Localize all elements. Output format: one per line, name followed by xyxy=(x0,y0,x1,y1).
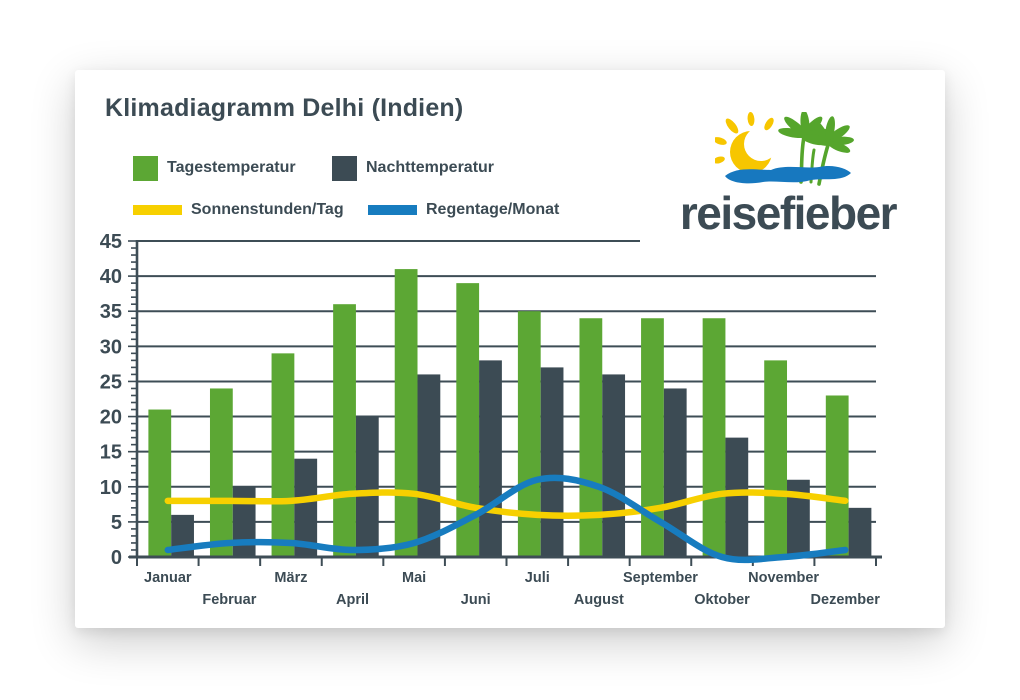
y-axis-label-5: 5 xyxy=(111,512,122,534)
climate-card: Klimadiagramm Delhi (Indien) Tagestemper… xyxy=(75,70,945,628)
y-axis-label-10: 10 xyxy=(100,477,122,499)
legend-item-sonnenstunden: Sonnenstunden/Tag xyxy=(133,197,344,223)
bar-nachttemperatur-november xyxy=(787,479,810,557)
x-axis-label-juni: Juni xyxy=(461,592,491,608)
x-axis-label-september: September xyxy=(623,570,698,586)
bar-tagestemperatur-juli xyxy=(517,311,541,557)
x-axis-label-februar: Februar xyxy=(202,592,256,608)
x-axis-label-märz: März xyxy=(274,570,307,586)
y-axis-label-35: 35 xyxy=(100,301,122,323)
x-axis-label-april: April xyxy=(336,592,369,608)
bar-tagestemperatur-dezember xyxy=(825,395,849,557)
bar-nachttemperatur-juni xyxy=(479,360,502,557)
bar-tagestemperatur-februar xyxy=(209,388,233,557)
legend-label: Sonnenstunden/Tag xyxy=(191,201,344,218)
chart-title: Klimadiagramm Delhi (Indien) xyxy=(105,94,464,122)
x-axis-label-dezember: Dezember xyxy=(811,592,881,608)
legend-label: Regentage/Monat xyxy=(426,201,560,218)
x-axis-label-oktober: Oktober xyxy=(694,592,750,608)
x-axis-label-august: August xyxy=(574,592,624,608)
x-axis-label-mai: Mai xyxy=(402,570,426,586)
bar-nachttemperatur-dezember xyxy=(848,507,872,557)
bar-tagestemperatur-april xyxy=(333,304,356,557)
bar-tagestemperatur-juni xyxy=(456,283,480,557)
x-axis-label-juli: Juli xyxy=(525,570,550,586)
logo-wordmark: reisefieber xyxy=(679,187,898,239)
bar-tagestemperatur-januar xyxy=(148,409,172,557)
tagestemperatur-swatch xyxy=(133,155,158,181)
bar-nachttemperatur-mai xyxy=(417,374,441,557)
bar-tagestemperatur-november xyxy=(764,360,788,557)
nachttemperatur-swatch xyxy=(332,155,357,181)
x-axis-label-januar: Januar xyxy=(144,570,192,586)
y-axis-label-45: 45 xyxy=(100,231,122,253)
legend-item-tagestemperatur: Tagestemperatur xyxy=(133,155,296,181)
sonnenstunden-swatch xyxy=(133,205,182,215)
bar-nachttemperatur-oktober xyxy=(725,437,749,557)
reisefieber-logo: reisefieber xyxy=(653,110,923,240)
y-axis-label-20: 20 xyxy=(100,407,122,429)
climate-chart: 0 5 10 15 20 25 30 35 40 45 Januar Februar März April… xyxy=(100,231,882,608)
line-regentage-monat xyxy=(164,474,849,564)
bar-nachttemperatur-februar xyxy=(232,486,256,557)
bar-tagestemperatur-märz xyxy=(271,353,295,557)
bar-nachttemperatur-juli xyxy=(540,367,564,557)
y-axis-label-25: 25 xyxy=(100,371,122,393)
legend-label: Tagestemperatur xyxy=(167,159,296,176)
bar-nachttemperatur-september xyxy=(663,388,687,557)
bar-tagestemperatur-mai xyxy=(394,269,418,557)
legend-item-nachttemperatur: Nachttemperatur xyxy=(332,155,494,181)
y-axis-label-40: 40 xyxy=(100,266,122,288)
y-axis-label-30: 30 xyxy=(100,336,122,358)
line-sonnenstunden-tag xyxy=(164,489,849,519)
y-axis-label-15: 15 xyxy=(100,442,122,464)
legend-item-regentage: Regentage/Monat xyxy=(368,197,559,223)
bar-nachttemperatur-april xyxy=(355,416,379,557)
logo-sun-palms-icon xyxy=(715,112,854,186)
bar-tagestemperatur-oktober xyxy=(702,318,726,557)
bar-tagestemperatur-september xyxy=(641,318,664,557)
bar-tagestemperatur-august xyxy=(579,318,603,557)
x-axis-label-november: November xyxy=(748,570,819,586)
bar-nachttemperatur-märz xyxy=(294,458,318,557)
legend-label: Nachttemperatur xyxy=(366,159,495,176)
bar-nachttemperatur-august xyxy=(602,374,626,557)
y-axis-label-0: 0 xyxy=(111,547,122,569)
regentage-swatch xyxy=(368,205,417,215)
